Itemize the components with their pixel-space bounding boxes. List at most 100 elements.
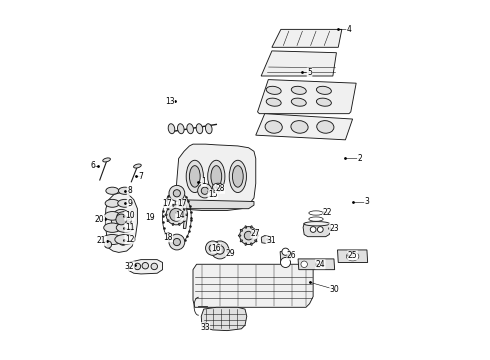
Text: 11: 11 [125, 223, 134, 232]
Text: 5: 5 [307, 68, 312, 77]
Ellipse shape [292, 86, 306, 94]
Ellipse shape [291, 121, 308, 133]
Text: 12: 12 [125, 235, 134, 244]
Ellipse shape [183, 208, 185, 210]
Ellipse shape [172, 204, 174, 206]
Ellipse shape [196, 124, 203, 134]
Ellipse shape [301, 261, 307, 267]
Ellipse shape [238, 235, 241, 236]
Text: 30: 30 [330, 285, 340, 294]
Circle shape [111, 210, 131, 229]
Ellipse shape [265, 121, 282, 133]
Ellipse shape [104, 223, 121, 232]
Text: 13: 13 [165, 96, 174, 105]
Polygon shape [128, 260, 163, 274]
Circle shape [310, 226, 316, 232]
Polygon shape [280, 250, 291, 262]
Text: 18: 18 [163, 233, 172, 242]
Polygon shape [175, 144, 256, 211]
Ellipse shape [187, 124, 194, 134]
Ellipse shape [134, 164, 141, 168]
Ellipse shape [211, 166, 221, 187]
Circle shape [173, 190, 180, 197]
Text: 27: 27 [251, 229, 261, 238]
Text: 21: 21 [97, 237, 106, 246]
Text: 6: 6 [90, 161, 95, 170]
Text: 14: 14 [175, 211, 185, 220]
Circle shape [197, 184, 212, 198]
Circle shape [205, 241, 220, 255]
Ellipse shape [229, 160, 246, 193]
Ellipse shape [317, 121, 334, 133]
Circle shape [216, 246, 224, 254]
Circle shape [116, 214, 126, 225]
Ellipse shape [104, 212, 120, 220]
Text: 28: 28 [215, 184, 224, 193]
Ellipse shape [255, 229, 257, 231]
Ellipse shape [232, 166, 243, 187]
Ellipse shape [240, 240, 243, 242]
Ellipse shape [212, 183, 224, 191]
Polygon shape [182, 200, 188, 228]
Polygon shape [303, 224, 330, 237]
Circle shape [173, 238, 180, 246]
Polygon shape [179, 200, 254, 209]
Circle shape [104, 241, 112, 248]
Ellipse shape [208, 160, 225, 193]
Ellipse shape [172, 223, 174, 225]
Ellipse shape [315, 261, 322, 267]
Circle shape [119, 237, 127, 245]
Ellipse shape [346, 252, 359, 261]
Ellipse shape [103, 158, 110, 162]
Text: 17: 17 [162, 199, 172, 208]
Text: 4: 4 [346, 25, 351, 34]
Ellipse shape [292, 98, 306, 106]
Ellipse shape [255, 240, 257, 242]
Ellipse shape [178, 223, 180, 225]
Polygon shape [272, 30, 342, 47]
Polygon shape [193, 264, 313, 307]
Text: 16: 16 [212, 244, 221, 253]
Text: 26: 26 [287, 251, 296, 260]
Ellipse shape [165, 214, 167, 216]
Circle shape [166, 205, 186, 225]
Polygon shape [258, 80, 356, 114]
Text: 2: 2 [357, 154, 362, 163]
Circle shape [169, 234, 185, 250]
Circle shape [151, 263, 157, 270]
Text: 10: 10 [125, 211, 134, 220]
Ellipse shape [177, 124, 184, 134]
Ellipse shape [105, 199, 120, 207]
Ellipse shape [167, 208, 169, 210]
Ellipse shape [119, 187, 131, 194]
Ellipse shape [240, 229, 243, 231]
Text: 19: 19 [145, 213, 155, 222]
Circle shape [201, 187, 208, 194]
Text: 20: 20 [95, 215, 104, 224]
Ellipse shape [183, 220, 185, 221]
Ellipse shape [245, 243, 246, 245]
Polygon shape [201, 307, 247, 330]
Ellipse shape [117, 212, 133, 220]
Circle shape [240, 226, 258, 244]
Ellipse shape [178, 204, 180, 206]
Text: 23: 23 [329, 224, 339, 233]
Circle shape [170, 208, 183, 221]
Text: 17: 17 [177, 199, 186, 208]
Text: 25: 25 [348, 251, 357, 260]
Polygon shape [338, 250, 368, 262]
Text: 29: 29 [226, 249, 236, 258]
Text: 22: 22 [323, 208, 332, 217]
Circle shape [211, 241, 229, 259]
Circle shape [134, 263, 141, 270]
Circle shape [280, 257, 291, 267]
Polygon shape [256, 114, 353, 140]
Ellipse shape [167, 220, 169, 221]
Polygon shape [261, 51, 337, 76]
Ellipse shape [256, 235, 259, 236]
Circle shape [245, 231, 253, 240]
Polygon shape [105, 193, 137, 252]
Ellipse shape [185, 214, 187, 216]
Text: 32: 32 [125, 262, 134, 271]
Text: 1: 1 [201, 177, 206, 186]
